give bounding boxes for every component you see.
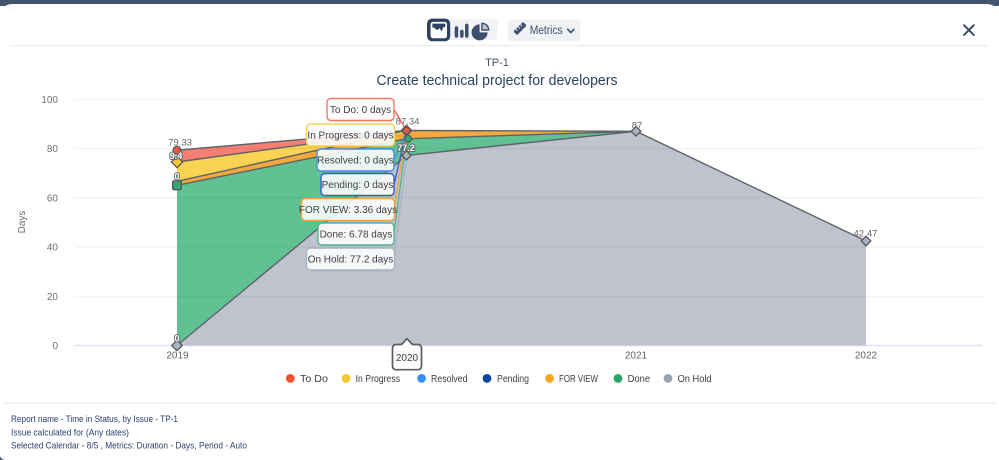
svg-text:TP-1: TP-1 [485,57,509,69]
svg-text:Issue calculated for (Any date: Issue calculated for (Any dates) [11,428,129,439]
svg-text:FOR VIEW: FOR VIEW [559,374,598,385]
svg-text:2021: 2021 [625,351,648,362]
svg-text:0: 0 [52,341,58,352]
svg-text:To Do: To Do [300,374,328,385]
svg-text:Metrics: Metrics [530,25,563,37]
svg-text:Report name - Time in Status,: Report name - Time in Status, by Issue -… [11,414,178,425]
svg-text:Create technical project for d: Create technical project for developers [377,72,618,89]
svg-text:Pending: 0 days: Pending: 0 days [322,180,394,191]
svg-text:87: 87 [632,120,643,131]
svg-text:79.33: 79.33 [168,138,192,149]
svg-text:0: 0 [174,334,179,344]
svg-text:60: 60 [47,194,59,205]
svg-text:FOR VIEW: 3.36 days: FOR VIEW: 3.36 days [299,205,397,216]
svg-text:In Progress: 0 days: In Progress: 0 days [307,131,393,142]
svg-text:Selected Calendar - 8/5 , Metr: Selected Calendar - 8/5 , Metrics: Durat… [11,441,247,452]
svg-text:2019: 2019 [166,351,189,362]
svg-text:40: 40 [47,243,59,254]
svg-text:20: 20 [47,292,59,303]
svg-text:100: 100 [41,95,58,106]
svg-text:Done: Done [628,374,651,385]
svg-text:In Progress: In Progress [356,374,401,385]
svg-text:Days: Days [17,211,28,234]
svg-text:Resolved: 0 days: Resolved: 0 days [317,156,394,167]
svg-text:Pending: Pending [497,374,529,385]
svg-text:42.47: 42.47 [854,228,878,239]
svg-text:Resolved: Resolved [431,374,468,385]
svg-text:0: 0 [174,172,179,182]
svg-text:77.2: 77.2 [397,143,415,153]
svg-text:Done: 6.78 days: Done: 6.78 days [320,230,393,241]
svg-text:On Hold: 77.2 days: On Hold: 77.2 days [308,255,394,266]
svg-text:To Do: 0 days: To Do: 0 days [330,105,391,116]
svg-text:2020: 2020 [396,353,419,364]
svg-text:On Hold: On Hold [678,374,712,385]
svg-text:9.4: 9.4 [170,151,183,161]
svg-text:80: 80 [47,144,59,155]
svg-text:87.34: 87.34 [396,117,420,128]
svg-text:2022: 2022 [855,351,878,362]
